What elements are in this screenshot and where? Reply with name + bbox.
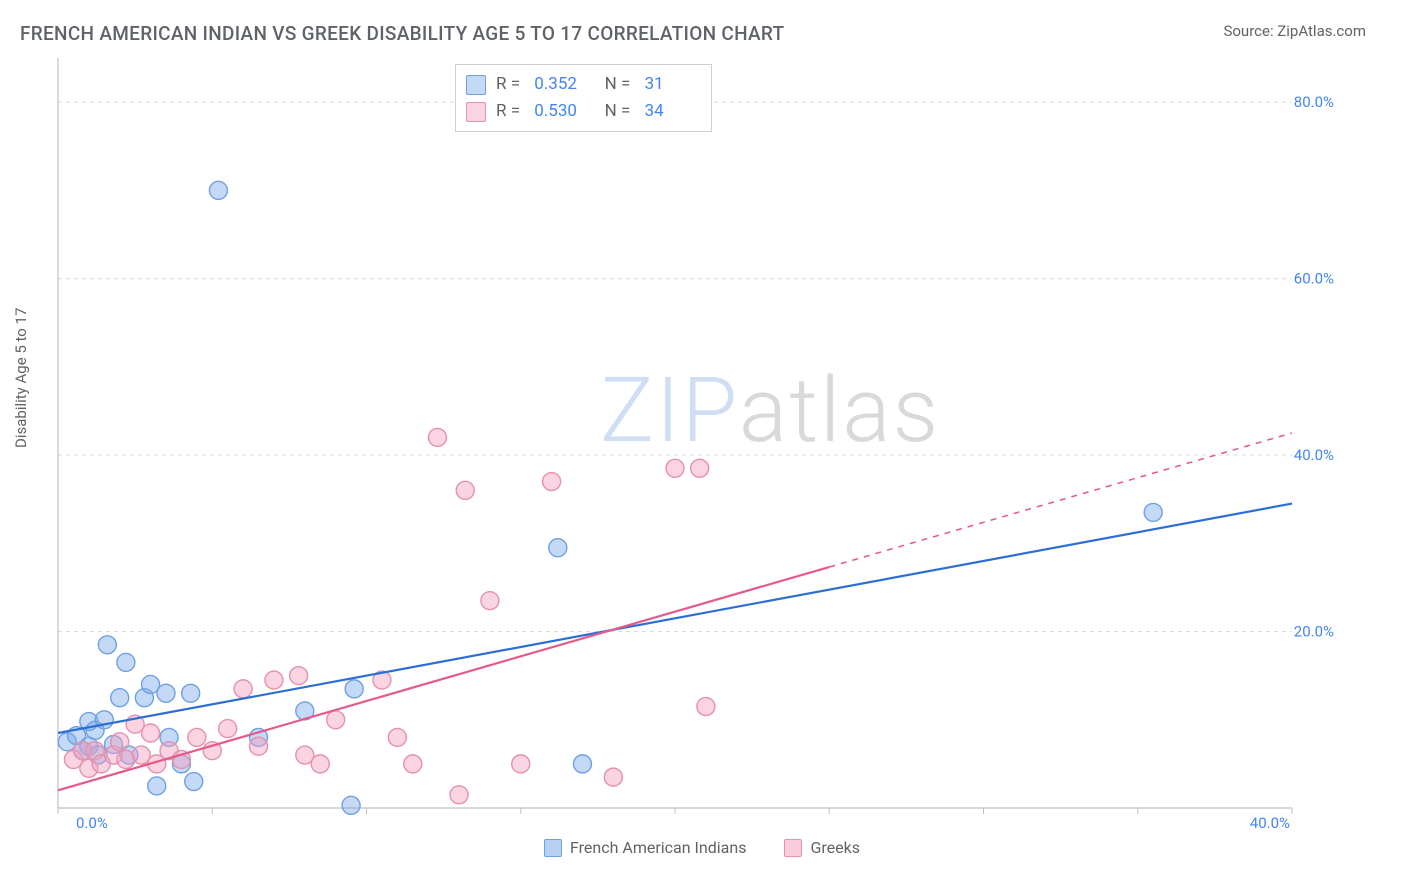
svg-text:60.0%: 60.0% [1294, 270, 1334, 288]
svg-text:20.0%: 20.0% [1294, 623, 1334, 641]
stat-n-value: 31 [645, 71, 697, 98]
stat-n-label: N = [596, 71, 634, 98]
chart-title: FRENCH AMERICAN INDIAN VS GREEK DISABILI… [20, 22, 784, 45]
stats-row: R = 0.352 N = 31 [466, 71, 697, 98]
source-label: Source: ZipAtlas.com [1223, 22, 1366, 40]
svg-text:80.0%: 80.0% [1294, 93, 1334, 111]
legend-label: French American Indians [570, 838, 746, 857]
scatter-plot: 20.0% 40.0% 60.0% 80.0% 0.0% 40.0% [52, 58, 1352, 830]
legend-item: Greeks [784, 838, 860, 857]
svg-text:40.0%: 40.0% [1294, 446, 1334, 464]
legend-item: French American Indians [544, 838, 746, 857]
stat-r-value: 0.530 [534, 98, 586, 125]
stat-r-label: R = [496, 98, 524, 125]
legend-label: Greeks [810, 838, 860, 857]
y-axis-label: Disability Age 5 to 17 [12, 308, 30, 448]
svg-text:40.0%: 40.0% [1250, 814, 1290, 830]
legend-swatch [466, 75, 486, 95]
stats-legend-box: R = 0.352 N = 31R = 0.530 N = 34 [455, 64, 712, 132]
stat-r-label: R = [496, 71, 524, 98]
svg-text:0.0%: 0.0% [76, 814, 108, 830]
legend-swatch [784, 839, 802, 857]
stat-r-value: 0.352 [534, 71, 586, 98]
legend-swatch [466, 102, 486, 122]
stats-row: R = 0.530 N = 34 [466, 98, 697, 125]
stat-n-label: N = [596, 98, 634, 125]
stat-n-value: 34 [645, 98, 697, 125]
plot-container: Disability Age 5 to 17 20.0%40.0%60.0%80… [20, 58, 1386, 868]
legend-swatch [544, 839, 562, 857]
bottom-legend: French American Indians Greeks [52, 838, 1352, 857]
